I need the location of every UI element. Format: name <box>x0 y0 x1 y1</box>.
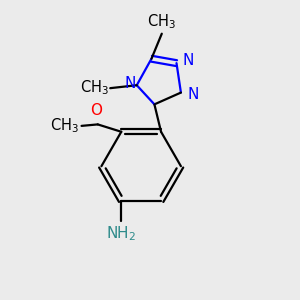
Text: N: N <box>124 76 136 91</box>
Text: CH$_3$: CH$_3$ <box>50 116 79 135</box>
Text: CH$_3$: CH$_3$ <box>147 13 176 31</box>
Text: N: N <box>183 53 194 68</box>
Text: CH$_3$: CH$_3$ <box>80 78 109 97</box>
Text: NH$_2$: NH$_2$ <box>106 225 136 244</box>
Text: N: N <box>188 87 199 102</box>
Text: O: O <box>90 103 102 118</box>
